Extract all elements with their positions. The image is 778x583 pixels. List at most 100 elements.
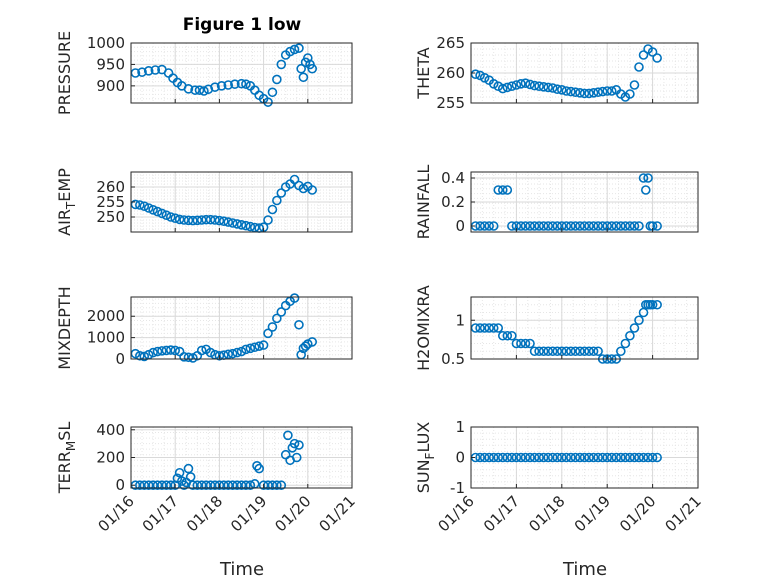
y-axis-label: TERRMSL — [55, 422, 78, 495]
data-point — [479, 73, 490, 83]
data-point — [263, 328, 273, 339]
panel-rainfall: 0 0.2 0.4 RAINFALL — [414, 165, 699, 239]
data-point — [611, 452, 622, 463]
y-tick-label: 260 — [436, 64, 465, 82]
data-point — [606, 452, 617, 463]
y-tick-label: -1 — [450, 479, 465, 497]
data-point — [135, 200, 145, 210]
y-tick-label: 200 — [96, 449, 125, 467]
y-tick-label: 250 — [96, 208, 125, 226]
data-point — [575, 452, 585, 463]
x-tick-label: 01/20 — [616, 492, 659, 535]
data-point — [629, 221, 640, 231]
data-point — [507, 330, 517, 341]
data-point — [135, 350, 145, 361]
data-point — [223, 480, 234, 491]
data-point — [643, 452, 653, 463]
data-point — [300, 341, 311, 351]
data-point — [152, 346, 163, 357]
data-point — [597, 452, 608, 463]
data-point — [148, 347, 158, 358]
data-point — [516, 79, 526, 89]
data-point — [625, 221, 635, 231]
data-point — [511, 80, 522, 90]
panel-mixdepth: 0 1000 2000 MIXDEPTH — [55, 286, 353, 370]
data-point — [493, 452, 504, 463]
data-point — [227, 480, 238, 491]
data-point — [511, 452, 522, 463]
data-point — [497, 452, 508, 463]
data-point — [593, 346, 603, 357]
data-point — [588, 452, 599, 463]
data-point — [475, 323, 485, 333]
data-point — [161, 480, 172, 491]
y-tick-label: 0.5 — [441, 350, 465, 368]
y-tick-label: 0 — [115, 476, 125, 494]
data-point — [593, 87, 603, 97]
data-point — [570, 346, 581, 357]
data-point — [157, 480, 167, 491]
data-point — [597, 221, 608, 231]
data-point — [294, 43, 304, 53]
figure-title: Figure 1 low — [183, 15, 302, 35]
panel-terr-msl: 0 200 400 01/16 01/17 01/18 01/19 01/20 01/21 TER… — [55, 421, 359, 536]
data-point — [620, 221, 631, 231]
data-point — [625, 330, 635, 341]
y-tick-label: 260 — [96, 178, 125, 196]
data-point — [252, 461, 262, 471]
data-point — [294, 440, 304, 450]
data-point — [552, 84, 563, 94]
data-point — [192, 480, 203, 491]
data-point — [479, 221, 490, 231]
data-point — [638, 307, 649, 318]
data-point — [634, 221, 644, 231]
data-point — [276, 480, 287, 491]
data-point — [470, 69, 481, 79]
data-point — [232, 347, 242, 358]
data-point — [194, 85, 205, 95]
data-point — [502, 330, 513, 341]
data-point — [634, 62, 644, 72]
data-point — [307, 63, 318, 74]
data-point — [263, 215, 273, 225]
data-point — [294, 319, 304, 330]
data-point — [161, 210, 172, 220]
data-point — [196, 215, 207, 225]
data-point — [538, 221, 549, 231]
data-point — [152, 206, 163, 217]
data-point — [183, 463, 194, 474]
data-point — [179, 215, 189, 225]
data-point — [525, 221, 535, 231]
data-point — [241, 480, 251, 491]
data-point — [210, 215, 220, 225]
data-point — [205, 214, 216, 225]
data-point — [479, 323, 490, 333]
data-point — [629, 452, 640, 463]
data-point — [249, 342, 260, 353]
data-point — [232, 219, 242, 229]
data-point — [289, 438, 300, 449]
data-point — [165, 212, 176, 222]
data-point — [307, 185, 318, 195]
data-point — [254, 463, 264, 474]
data-point — [488, 323, 499, 333]
data-point — [236, 480, 247, 491]
data-point — [588, 221, 599, 231]
data-point — [488, 221, 499, 231]
data-point — [625, 89, 635, 99]
data-point — [634, 315, 644, 326]
data-point — [205, 480, 216, 491]
data-point — [620, 452, 631, 463]
data-point — [520, 78, 531, 88]
data-point — [538, 82, 549, 92]
data-point — [547, 346, 558, 357]
data-point — [552, 452, 563, 463]
y-tick-label: 265 — [436, 34, 465, 52]
data-point — [520, 338, 531, 349]
data-point — [272, 313, 282, 324]
data-point — [561, 452, 572, 463]
data-point — [507, 81, 517, 91]
data-point — [525, 338, 535, 349]
x-tick-label: 01/18 — [525, 492, 568, 535]
